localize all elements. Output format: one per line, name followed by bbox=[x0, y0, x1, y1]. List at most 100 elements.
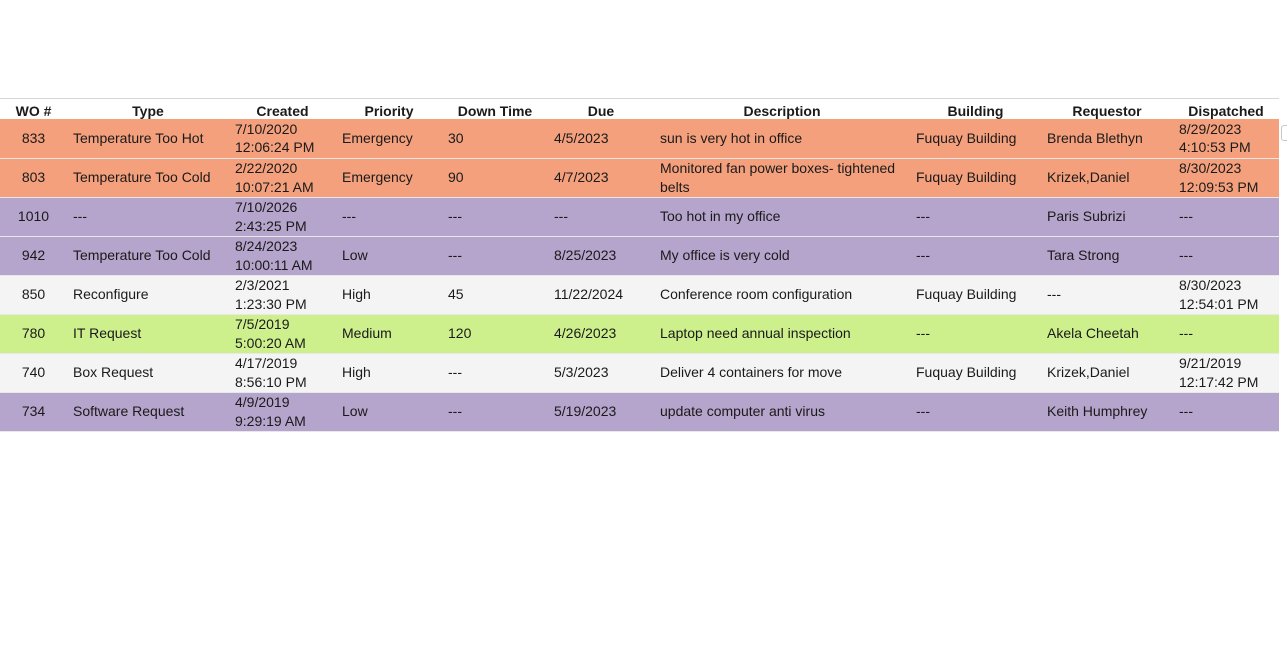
cell-type: Temperature Too Cold bbox=[67, 236, 229, 276]
header-row: WO # Type Created Priority Down Time Due… bbox=[0, 98, 1279, 119]
cell-down-time: 90 bbox=[442, 158, 548, 198]
column-header-created[interactable]: Created bbox=[229, 98, 336, 119]
cell-created-time: 10:00:11 AM bbox=[235, 256, 313, 273]
cell-dispatched-time: 4:10:53 PM bbox=[1179, 139, 1251, 156]
cell-requestor: Tara Strong bbox=[1041, 236, 1173, 276]
table-row[interactable]: 1010 --- 7/10/2026 2:43:25 PM --- --- --- Too h… bbox=[0, 197, 1279, 237]
cell-due: 4/5/2023 bbox=[548, 119, 654, 159]
table-row[interactable]: 780 IT Request 7/5/2019 5:00:20 AM Medium 120… bbox=[0, 314, 1279, 354]
cell-dispatched: 8/30/2023 12:54:01 PM bbox=[1173, 275, 1279, 315]
table-row[interactable]: 833 Temperature Too Hot 7/10/2020 12:06:24 … bbox=[0, 119, 1279, 159]
cell-created: 7/10/2026 2:43:25 PM bbox=[229, 197, 336, 237]
cell-type: Box Request bbox=[67, 353, 229, 393]
cell-down-time: --- bbox=[442, 197, 548, 237]
table-row[interactable]: 803 Temperature Too Cold 2/22/2020 10:07:21… bbox=[0, 158, 1279, 198]
cell-due: 8/25/2023 bbox=[548, 236, 654, 276]
cell-down-time: --- bbox=[442, 392, 548, 432]
cell-created-date: 2/22/2020 bbox=[235, 160, 298, 176]
cell-wo-number: 803 bbox=[0, 158, 67, 198]
cell-dispatched-date: 8/30/2023 bbox=[1179, 160, 1242, 176]
cell-description: Laptop need annual inspection bbox=[654, 314, 910, 354]
cell-description: My office is very cold bbox=[654, 236, 910, 276]
cell-dispatched: --- bbox=[1173, 314, 1279, 354]
cell-created-time: 5:00:20 AM bbox=[235, 334, 306, 351]
cell-description: update computer anti virus bbox=[654, 392, 910, 432]
cell-dispatched-date: 8/29/2023 bbox=[1179, 120, 1242, 137]
cell-due: 5/19/2023 bbox=[548, 392, 654, 432]
cell-priority: Emergency bbox=[336, 158, 442, 198]
cell-dispatched: 8/30/2023 12:09:53 PM bbox=[1173, 158, 1279, 198]
cell-priority: Low bbox=[336, 392, 442, 432]
cell-requestor: Keith Humphrey bbox=[1041, 392, 1173, 432]
column-header-down-time[interactable]: Down Time bbox=[442, 98, 548, 119]
cell-down-time: --- bbox=[442, 353, 548, 393]
cell-building: --- bbox=[910, 392, 1041, 432]
cell-created: 2/3/2021 1:23:30 PM bbox=[229, 275, 336, 315]
cell-created-date: 7/10/2020 bbox=[235, 120, 298, 137]
cell-building: --- bbox=[910, 314, 1041, 354]
cell-created: 7/5/2019 5:00:20 AM bbox=[229, 314, 336, 354]
column-header-dispatched[interactable]: Dispatched bbox=[1173, 98, 1279, 119]
cell-description: Monitored fan power boxes- tightened bel… bbox=[654, 158, 910, 198]
cell-type: Reconfigure bbox=[67, 275, 229, 315]
column-header-wo-number[interactable]: WO # bbox=[0, 98, 67, 119]
cell-description: Deliver 4 containers for move bbox=[654, 353, 910, 393]
cell-dispatched-time: 12:09:53 PM bbox=[1179, 178, 1259, 195]
cell-building: Fuquay Building bbox=[910, 353, 1041, 393]
cell-created-time: 8:56:10 PM bbox=[235, 373, 307, 390]
cell-type: --- bbox=[67, 197, 229, 237]
cell-created-time: 1:23:30 PM bbox=[235, 295, 307, 312]
column-header-type[interactable]: Type bbox=[67, 98, 229, 119]
cell-requestor: Paris Subrizi bbox=[1041, 197, 1173, 237]
cell-dispatched-date: --- bbox=[1179, 403, 1193, 420]
cell-requestor: Krizek,Daniel bbox=[1041, 158, 1173, 198]
cell-dispatched-date: --- bbox=[1179, 208, 1193, 225]
cell-dispatched-date: 9/21/2019 bbox=[1179, 355, 1242, 371]
cell-wo-number: 780 bbox=[0, 314, 67, 354]
table-row[interactable]: 942 Temperature Too Cold 8/24/2023 10:00:11… bbox=[0, 236, 1279, 276]
cell-dispatched: --- bbox=[1173, 197, 1279, 237]
cell-wo-number: 740 bbox=[0, 353, 67, 393]
cell-dispatched-time: 12:17:42 PM bbox=[1179, 373, 1259, 390]
cell-created-date: 8/24/2023 bbox=[235, 238, 298, 254]
column-header-requestor[interactable]: Requestor bbox=[1041, 98, 1173, 119]
cell-down-time: 30 bbox=[442, 119, 548, 159]
column-header-due[interactable]: Due bbox=[548, 98, 654, 119]
table-row[interactable]: 850 Reconfigure 2/3/2021 1:23:30 PM High 45 11… bbox=[0, 275, 1279, 315]
cell-requestor: Brenda Blethyn bbox=[1041, 119, 1173, 159]
cell-type: Software Request bbox=[67, 392, 229, 432]
cell-priority: Medium bbox=[336, 314, 442, 354]
cell-created: 4/17/2019 8:56:10 PM bbox=[229, 353, 336, 393]
cell-created-date: 2/3/2021 bbox=[235, 277, 290, 293]
table-row[interactable]: 740 Box Request 4/17/2019 8:56:10 PM High ---… bbox=[0, 353, 1279, 393]
cell-priority: Emergency bbox=[336, 119, 442, 159]
cell-created: 8/24/2023 10:00:11 AM bbox=[229, 236, 336, 276]
cell-due: 4/26/2023 bbox=[548, 314, 654, 354]
cell-building: Fuquay Building bbox=[910, 275, 1041, 315]
cell-created: 7/10/2020 12:06:24 PM bbox=[229, 119, 336, 159]
cell-requestor: --- bbox=[1041, 275, 1173, 315]
cell-priority: High bbox=[336, 275, 442, 315]
cell-down-time: 120 bbox=[442, 314, 548, 354]
cell-created-time: 9:29:19 AM bbox=[235, 412, 306, 429]
column-header-building[interactable]: Building bbox=[910, 98, 1041, 119]
cell-dispatched-date: --- bbox=[1179, 325, 1193, 342]
cell-building: Fuquay Building bbox=[910, 119, 1041, 159]
cell-priority: High bbox=[336, 353, 442, 393]
cell-building: --- bbox=[910, 197, 1041, 237]
cell-description: Conference room configuration bbox=[654, 275, 910, 315]
work-order-table: WO # Type Created Priority Down Time Due… bbox=[0, 98, 1279, 432]
cell-dispatched-date: --- bbox=[1179, 247, 1193, 264]
cell-created-time: 2:43:25 PM bbox=[235, 217, 307, 234]
cell-due: --- bbox=[548, 197, 654, 237]
table-row[interactable]: 734 Software Request 4/9/2019 9:29:19 AM Low… bbox=[0, 392, 1279, 432]
cell-dispatched: --- bbox=[1173, 236, 1279, 276]
cell-description: Too hot in my office bbox=[654, 197, 910, 237]
resize-handle[interactable] bbox=[1281, 125, 1287, 141]
cell-dispatched-time: 12:54:01 PM bbox=[1179, 295, 1259, 312]
column-header-priority[interactable]: Priority bbox=[336, 98, 442, 119]
cell-type: Temperature Too Hot bbox=[67, 119, 229, 159]
cell-created-time: 10:07:21 AM bbox=[235, 178, 314, 195]
cell-building: Fuquay Building bbox=[910, 158, 1041, 198]
column-header-description[interactable]: Description bbox=[654, 98, 910, 119]
